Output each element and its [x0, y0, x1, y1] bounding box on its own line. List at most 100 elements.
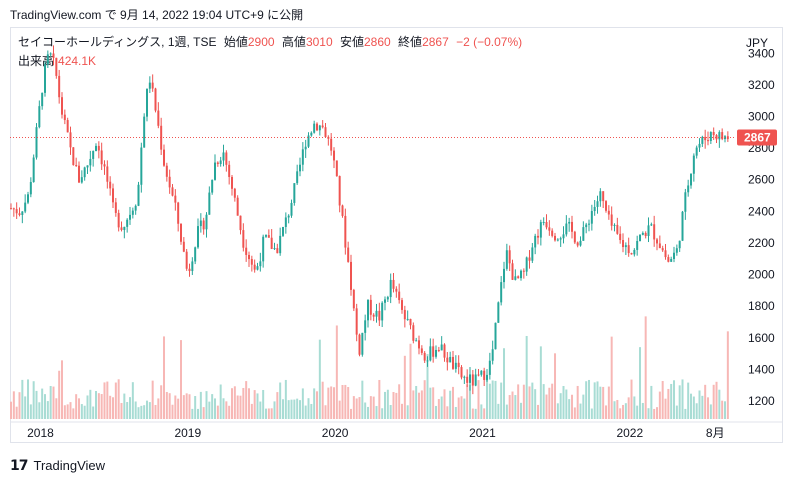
- candle: [658, 235, 661, 249]
- footer-brand[interactable]: 𝟭𝟳 TradingView: [10, 457, 105, 474]
- candle: [185, 248, 188, 271]
- volume-bar: [253, 390, 256, 419]
- candle: [233, 187, 236, 202]
- volume-bar: [639, 347, 642, 419]
- volume-bar: [92, 406, 95, 419]
- candle: [545, 214, 548, 230]
- volume-bar: [290, 399, 293, 419]
- volume-bar: [650, 385, 653, 419]
- candle: [616, 217, 619, 235]
- volume-bar: [154, 404, 157, 419]
- candle: [571, 215, 574, 239]
- candle: [219, 156, 222, 167]
- volume-bar: [168, 393, 171, 419]
- candle: [24, 194, 27, 214]
- candle: [134, 204, 137, 215]
- volume-bar: [18, 392, 21, 419]
- candle: [177, 201, 180, 232]
- volume-bar: [471, 408, 474, 419]
- volume-bar: [131, 382, 134, 419]
- volume-bar: [140, 405, 143, 419]
- candle: [471, 369, 474, 395]
- candle: [718, 130, 721, 148]
- volume-bar: [330, 386, 333, 419]
- candle: [641, 231, 644, 236]
- volume-bar: [233, 386, 236, 419]
- volume-bar: [262, 389, 265, 419]
- y-tick-label: 1800: [748, 299, 775, 313]
- candle: [35, 123, 38, 160]
- candle: [100, 142, 103, 171]
- volume-bar: [273, 401, 276, 419]
- candle: [554, 232, 557, 242]
- open-value: 2900: [247, 35, 275, 49]
- candle: [304, 139, 307, 158]
- candle: [69, 126, 72, 155]
- chart-frame: [10, 27, 783, 443]
- volume-bar: [483, 408, 486, 419]
- candle: [236, 195, 239, 216]
- volume-bar: [460, 396, 463, 419]
- candle: [622, 233, 625, 253]
- y-tick-label: 1600: [748, 331, 775, 345]
- candle: [514, 269, 517, 281]
- candle: [525, 256, 528, 276]
- candle: [262, 234, 265, 268]
- candle: [38, 100, 41, 129]
- volume-bar: [724, 401, 727, 419]
- volume-bar: [100, 394, 103, 419]
- volume-bar: [401, 403, 404, 419]
- candle: [712, 127, 715, 140]
- candle: [537, 229, 540, 245]
- x-tick-label: 2021: [469, 426, 496, 440]
- candle: [63, 109, 66, 125]
- candle: [627, 237, 630, 257]
- low-value: 2860: [364, 35, 391, 49]
- candle: [174, 189, 177, 211]
- candle: [333, 147, 336, 169]
- volume-bar: [681, 379, 684, 419]
- candle: [352, 288, 355, 312]
- candle: [324, 122, 327, 138]
- candle: [692, 153, 695, 182]
- candle: [454, 355, 457, 373]
- volume-bar: [545, 394, 548, 419]
- volume-bar: [692, 396, 695, 419]
- candle: [21, 211, 24, 224]
- volume-bar: [313, 388, 316, 419]
- volume-bar: [293, 399, 296, 419]
- candle: [667, 254, 670, 263]
- volume-bar: [440, 396, 443, 419]
- volume-bar: [446, 406, 449, 419]
- volume-bar: [174, 395, 177, 419]
- candle: [109, 176, 112, 196]
- volume-bar: [437, 399, 440, 419]
- volume-bar: [477, 380, 480, 419]
- candle: [52, 45, 55, 66]
- volume-bar: [143, 405, 146, 419]
- candle: [222, 144, 225, 167]
- volume-bar: [429, 387, 432, 419]
- candle: [443, 343, 446, 362]
- volume-bar: [403, 355, 406, 419]
- volume-bar: [199, 391, 202, 419]
- volume-bar: [678, 385, 681, 419]
- candle: [500, 276, 503, 306]
- candle: [568, 217, 571, 232]
- candle: [112, 183, 115, 208]
- volume-bar: [344, 384, 347, 419]
- candle: [426, 356, 429, 367]
- volume-bar: [52, 386, 55, 419]
- volume-bar: [698, 390, 701, 419]
- volume-bar: [596, 381, 599, 419]
- volume-bars: [10, 316, 729, 419]
- volume-bar: [114, 382, 117, 419]
- volume-bar: [117, 379, 120, 419]
- volume-bar: [675, 405, 678, 419]
- candle: [704, 129, 707, 149]
- candle: [146, 88, 149, 122]
- candle: [398, 283, 401, 304]
- volume-bar: [358, 397, 361, 419]
- volume-bar: [418, 392, 421, 419]
